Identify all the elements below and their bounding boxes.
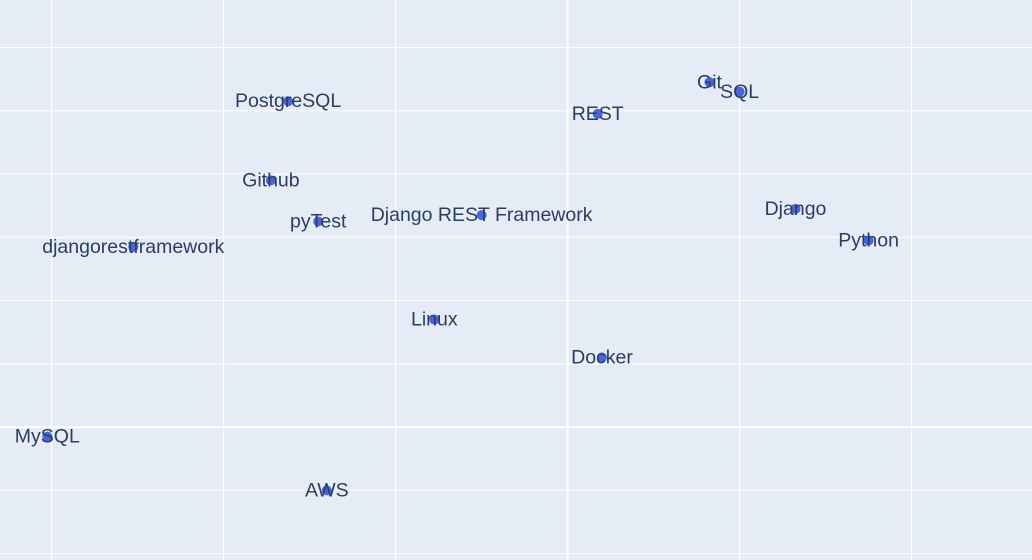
data-point[interactable] bbox=[128, 241, 139, 252]
data-point[interactable] bbox=[313, 216, 324, 227]
data-point-label: pyTest bbox=[290, 210, 347, 232]
data-point[interactable] bbox=[476, 210, 487, 221]
data-point[interactable] bbox=[597, 352, 607, 363]
data-point-label: SQL bbox=[720, 81, 759, 103]
data-point[interactable] bbox=[790, 203, 801, 214]
data-point[interactable] bbox=[734, 86, 745, 97]
data-point-label: AWS bbox=[305, 479, 349, 501]
data-point-label: Linux bbox=[411, 309, 458, 331]
data-point-label: Python bbox=[838, 229, 899, 251]
data-point-label: REST bbox=[572, 103, 624, 125]
data-point-label: Django REST Framework bbox=[371, 204, 593, 226]
data-point[interactable] bbox=[429, 314, 440, 325]
data-point-label: djangorestframework bbox=[42, 236, 224, 258]
data-point-label: Django bbox=[765, 198, 827, 220]
data-point-label: MySQL bbox=[15, 426, 80, 448]
data-point[interactable] bbox=[265, 175, 276, 186]
data-point[interactable] bbox=[42, 431, 53, 442]
data-point[interactable] bbox=[321, 485, 332, 496]
data-point-label: Github bbox=[242, 169, 300, 191]
data-point[interactable] bbox=[704, 77, 715, 88]
data-point-label: Git bbox=[697, 71, 723, 93]
data-point[interactable] bbox=[592, 108, 603, 119]
data-point[interactable] bbox=[863, 235, 874, 246]
data-point-label: PostgreSQL bbox=[235, 90, 341, 112]
data-point[interactable] bbox=[283, 96, 294, 107]
data-point-label: Docker bbox=[571, 347, 633, 369]
